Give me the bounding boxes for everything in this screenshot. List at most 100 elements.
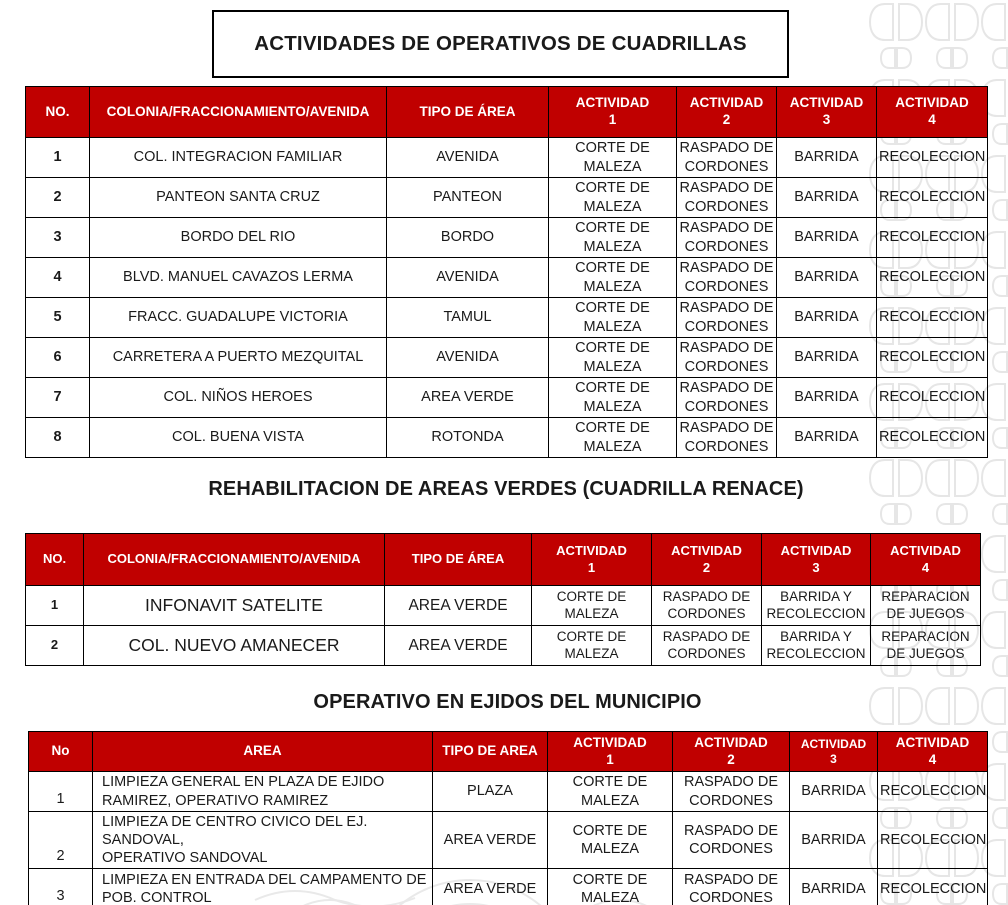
table-cell: CORTE DE MALEZA	[548, 417, 677, 458]
column-header: AREA	[92, 731, 433, 772]
table-cell: COL. NUEVO AMANECER	[83, 625, 385, 666]
table-cell: RECOLECCION	[876, 377, 988, 418]
table-cell: COL. NIÑOS HEROES	[89, 377, 387, 418]
table-cell: INFONAVIT SATELITE	[83, 585, 385, 626]
table-cell: BARRIDA Y RECOLECCION	[761, 625, 871, 666]
table-cell: AREA VERDE	[384, 625, 532, 666]
table-cell: CORTE DE MALEZA	[548, 217, 677, 258]
section-title-ejidos: OPERATIVO EN EJIDOS DEL MUNICIPIO	[313, 691, 702, 713]
table-row: 2 LIMPIEZA DE CENTRO CIVICO DEL EJ. SANDO…	[28, 810, 988, 870]
column-header: COLONIA/FRACCIONAMIENTO/AVENIDA	[89, 86, 387, 138]
header-row: NO. COLONIA/FRACCIONAMIENTO/AVENIDA TIPO D…	[25, 533, 981, 586]
column-header: No	[28, 731, 93, 772]
table-row: 2 PANTEON SANTA CRUZ PANTEON CORTE DE MALEZ…	[25, 177, 988, 218]
table-cell: PANTEON	[386, 177, 549, 218]
table-cell: BARRIDA	[776, 137, 877, 178]
column-header: ACTIVIDAD 2	[676, 86, 777, 138]
table-row: 3 BORDO DEL RIO BORDO CORTE DE MALEZA RASPAD…	[25, 217, 988, 258]
table-cell: ROTONDA	[386, 417, 549, 458]
table-row: 3 LIMPIEZA EN ENTRADA DEL CAMPAMENTO DE P…	[28, 868, 988, 905]
table-cell: RECOLECCION	[876, 177, 988, 218]
table-row: 1 COL. INTEGRACION FAMILIAR AVENIDA CORTE D…	[25, 137, 988, 178]
table-cell: AVENIDA	[386, 137, 549, 178]
table-cell: BORDO DEL RIO	[89, 217, 387, 258]
column-header: ACTIVIDAD 1	[547, 731, 673, 772]
table-cell: BARRIDA	[776, 217, 877, 258]
table-cell: LIMPIEZA EN ENTRADA DEL CAMPAMENTO DE PO…	[92, 868, 433, 905]
column-header: ACTIVIDAD 4	[877, 731, 988, 772]
column-header: COLONIA/FRACCIONAMIENTO/AVENIDA	[83, 533, 385, 586]
table-cell: BARRIDA Y RECOLECCION	[761, 585, 871, 626]
table-cell: RASPADO DE CORDONES	[676, 217, 777, 258]
table-cell: RECOLECCION	[876, 337, 988, 378]
table-cell: TAMUL	[386, 297, 549, 338]
table-row: 1 LIMPIEZA GENERAL EN PLAZA DE EJIDO RAMI…	[28, 771, 988, 812]
table-cell: BARRIDA	[776, 177, 877, 218]
table-cell: 1	[28, 771, 93, 812]
column-header: NO.	[25, 86, 90, 138]
column-header: NO.	[25, 533, 84, 586]
table-cell: RECOLECCION	[876, 417, 988, 458]
table-cell: CORTE DE MALEZA	[548, 177, 677, 218]
table-cell: CORTE DE MALEZA	[531, 625, 652, 666]
table-cell: AREA VERDE	[384, 585, 532, 626]
table-cell: AVENIDA	[386, 337, 549, 378]
table-cell: BARRIDA	[789, 810, 878, 870]
table-cell: RECOLECCION	[876, 257, 988, 298]
table-cell: AREA VERDE	[432, 868, 548, 905]
table-cell: 1	[25, 585, 84, 626]
table-cell: CORTE DE MALEZA	[548, 137, 677, 178]
table-operativo-ejidos: No AREA TIPO DE AREA ACTIVIDAD 1 ACTIVIDAD 2…	[28, 731, 988, 905]
table-cell: CORTE DE MALEZA	[548, 297, 677, 338]
section-title-renace: REHABILITACION DE AREAS VERDES (CUADRILL…	[208, 478, 804, 500]
column-header: ACTIVIDAD 2	[672, 731, 790, 772]
table-cell: REPARACION DE JUEGOS	[870, 625, 981, 666]
table-cell: RASPADO DE CORDONES	[672, 868, 790, 905]
table-row: 7 COL. NIÑOS HEROES AREA VERDE CORTE DE MAL…	[25, 377, 988, 418]
table-cell: RASPADO DE CORDONES	[676, 177, 777, 218]
table-row: 8 COL. BUENA VISTA ROTONDA CORTE DE MALEZA R…	[25, 417, 988, 458]
column-header: ACTIVIDAD 3	[789, 731, 878, 772]
column-header: ACTIVIDAD 4	[870, 533, 981, 586]
table-cell: 3	[25, 217, 90, 258]
column-header: TIPO DE AREA	[432, 731, 548, 772]
table-cell: 8	[25, 417, 90, 458]
table-cell: COL. INTEGRACION FAMILIAR	[89, 137, 387, 178]
table-cell: RASPADO DE CORDONES	[676, 137, 777, 178]
table-cell: AREA VERDE	[432, 810, 548, 870]
table-cell: PLAZA	[432, 771, 548, 812]
table-cell: RECOLECCION	[877, 868, 988, 905]
table-cell: 5	[25, 297, 90, 338]
table-cell: 2	[25, 177, 90, 218]
table-cell: BARRIDA	[789, 771, 878, 812]
table-cell: CORTE DE MALEZA	[531, 585, 652, 626]
table-cell: BARRIDA	[776, 297, 877, 338]
table-cell: CORTE DE MALEZA	[547, 771, 673, 812]
table-cell: CORTE DE MALEZA	[548, 257, 677, 298]
header-row: NO. COLONIA/FRACCIONAMIENTO/AVENIDA TIPO D…	[25, 86, 988, 138]
table-cell: RASPADO DE CORDONES	[676, 297, 777, 338]
table-actividades-cuadrillas: NO. COLONIA/FRACCIONAMIENTO/AVENIDA TIPO D…	[25, 86, 988, 458]
table-cell: RECOLECCION	[876, 297, 988, 338]
table-cell: RECOLECCION	[876, 217, 988, 258]
table-cell: LIMPIEZA DE CENTRO CIVICO DEL EJ. SANDOV…	[92, 810, 433, 870]
table-cell: PANTEON SANTA CRUZ	[89, 177, 387, 218]
table-cell: BARRIDA	[776, 377, 877, 418]
column-header: TIPO DE ÁREA	[386, 86, 549, 138]
table-cell: RASPADO DE CORDONES	[676, 417, 777, 458]
table-cell: AREA VERDE	[386, 377, 549, 418]
table-cell: RASPADO DE CORDONES	[651, 585, 762, 626]
table-cell: 2	[25, 625, 84, 666]
column-header: ACTIVIDAD 1	[531, 533, 652, 586]
column-header: ACTIVIDAD 3	[761, 533, 871, 586]
table-cell: COL. BUENA VISTA	[89, 417, 387, 458]
column-header: ACTIVIDAD 3	[776, 86, 877, 138]
table-cell: RASPADO DE CORDONES	[676, 257, 777, 298]
column-header: ACTIVIDAD 1	[548, 86, 677, 138]
table-cell: RASPADO DE CORDONES	[676, 337, 777, 378]
table-cell: RECOLECCION	[876, 137, 988, 178]
table-cell: CORTE DE MALEZA	[547, 810, 673, 870]
table-cell: 2	[28, 810, 93, 870]
table-cell: RECOLECCION	[877, 771, 988, 812]
